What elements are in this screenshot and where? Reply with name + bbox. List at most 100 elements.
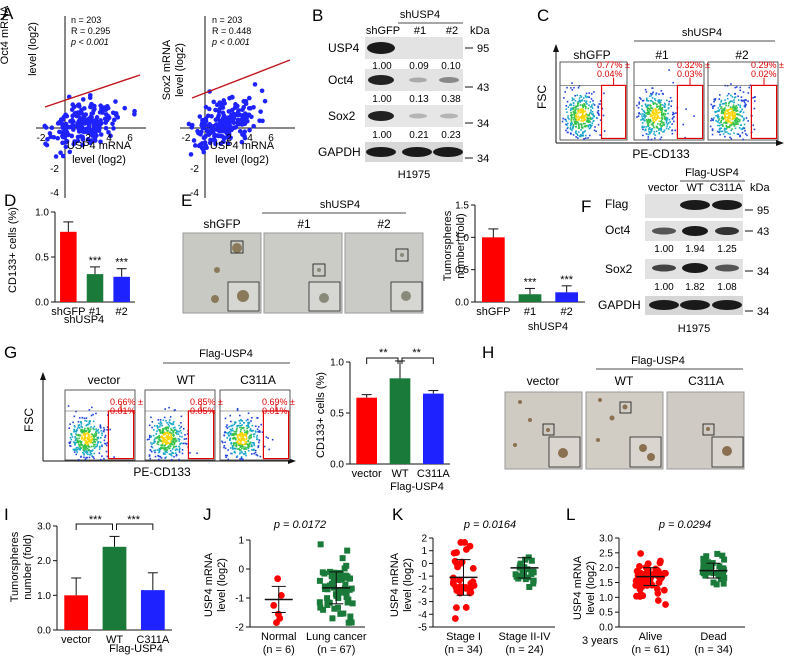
data-point <box>466 542 474 550</box>
facs-event <box>89 453 92 456</box>
facs-event <box>669 121 671 123</box>
facs-event <box>255 438 258 441</box>
facs-event <box>228 431 231 433</box>
data-point <box>337 571 344 578</box>
band-name: Oct4 <box>605 223 631 237</box>
group-header: shUSP4 <box>320 199 360 211</box>
facs-event <box>641 122 644 124</box>
facs-event <box>645 115 647 117</box>
facs-event <box>239 426 241 429</box>
sig-bracket <box>401 357 434 364</box>
facs-event <box>658 128 661 130</box>
facs-event <box>590 104 593 107</box>
facs-event <box>86 451 89 453</box>
facs-event <box>73 451 76 453</box>
category-label: C311A <box>417 468 450 480</box>
data-point <box>201 149 207 155</box>
facs-event <box>664 118 666 121</box>
significance-mark: *** <box>89 514 103 526</box>
facs-event <box>587 137 589 139</box>
data-point <box>249 114 254 120</box>
data-point <box>230 125 236 131</box>
facs-event <box>734 114 736 117</box>
data-point <box>459 583 466 591</box>
facs-event <box>232 447 234 449</box>
facs-event <box>177 433 180 435</box>
data-point <box>63 132 69 138</box>
facs-event <box>573 98 575 101</box>
facs-event <box>76 437 78 440</box>
group-n: (n = 6) <box>263 644 295 656</box>
facs-event <box>567 106 570 108</box>
data-point <box>225 135 230 140</box>
facs-event <box>257 445 260 447</box>
facs-event <box>243 446 245 448</box>
facs-event <box>99 424 102 426</box>
facs-event <box>590 93 593 95</box>
facs-event <box>727 119 730 122</box>
facs-event <box>245 441 248 444</box>
group-header: Flag-USP4 <box>631 355 685 367</box>
data-point <box>340 610 347 617</box>
facs-event <box>668 103 670 105</box>
facs-event <box>243 426 245 429</box>
facs-event <box>737 118 740 121</box>
facs-event <box>732 118 734 120</box>
facs-event <box>151 443 153 446</box>
facs-event <box>84 442 87 444</box>
facs-event <box>88 448 90 451</box>
facs-event <box>746 134 748 137</box>
facs-event <box>727 111 730 114</box>
facs-event <box>728 126 731 129</box>
panel-l: L p = 0.0294 USP4 mRNA level (log2) 3 ye… <box>566 505 745 656</box>
bar-C311A <box>423 393 444 464</box>
facs-event <box>84 436 86 438</box>
group-label: Flag-USP4 <box>109 643 163 655</box>
facs-event <box>259 455 262 458</box>
facs-event <box>672 81 675 84</box>
facs-event <box>642 128 644 131</box>
facs-event <box>638 101 640 104</box>
facs-event <box>582 131 584 134</box>
facs-event <box>640 113 642 115</box>
data-point <box>79 125 85 130</box>
category-label: shGFP <box>476 306 510 318</box>
category-label: shGFP <box>51 306 85 318</box>
group-name: #2 <box>735 48 749 62</box>
facs-event <box>255 453 258 456</box>
data-point <box>80 142 85 148</box>
facs-event <box>569 127 572 129</box>
facs-event <box>726 84 729 87</box>
facs-event <box>158 435 160 438</box>
facs-event <box>641 99 644 102</box>
facs-event <box>230 425 232 427</box>
facs-event <box>221 440 223 443</box>
facs-event <box>674 129 676 132</box>
facs-event <box>240 457 243 460</box>
facs-event <box>684 136 687 139</box>
facs-event <box>667 107 670 109</box>
facs-event <box>647 123 649 125</box>
facs-event <box>641 108 643 111</box>
data-point <box>208 123 214 129</box>
facs-event <box>724 111 726 114</box>
facs-event <box>254 449 257 452</box>
facs-event <box>641 105 643 107</box>
facs-event <box>643 113 646 116</box>
facs-event <box>651 128 654 130</box>
facs-event <box>732 117 734 119</box>
facs-event <box>652 121 654 124</box>
data-point <box>720 580 727 587</box>
facs-event <box>230 420 232 423</box>
facs-event <box>178 440 180 442</box>
facs-event <box>76 451 79 453</box>
facs-event <box>578 99 581 102</box>
facs-event <box>711 133 714 136</box>
facs-event <box>736 122 738 125</box>
facs-event <box>652 125 655 127</box>
facs-event <box>721 109 723 111</box>
xtick: 6 <box>268 133 274 144</box>
data-point <box>106 115 112 121</box>
facs-event <box>576 103 579 106</box>
facs-event <box>180 442 183 445</box>
